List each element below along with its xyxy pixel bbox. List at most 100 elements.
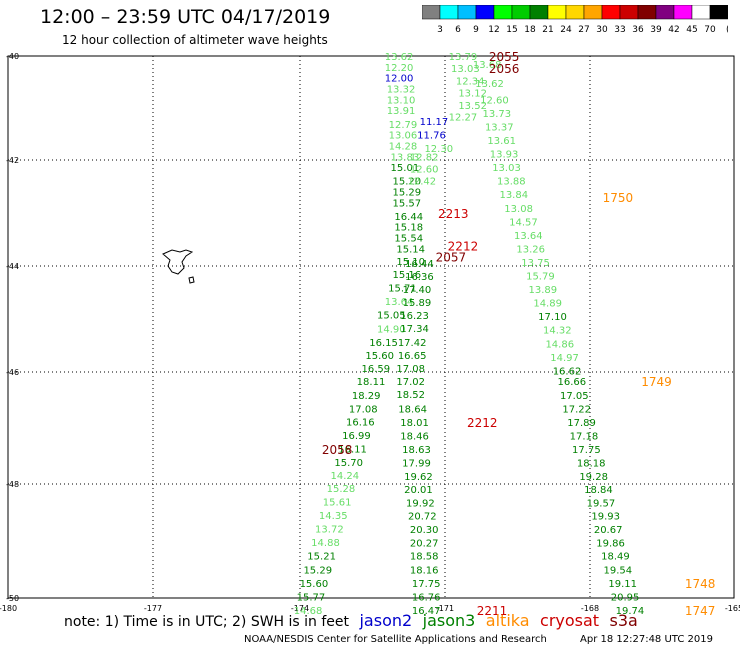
wave-height-value: 13.06 bbox=[389, 131, 418, 142]
wave-height-value: 12.79 bbox=[389, 120, 418, 131]
wave-height-value: 20.67 bbox=[594, 525, 623, 536]
wave-height-value: 16.99 bbox=[342, 431, 371, 442]
wave-height-value: 15.60 bbox=[300, 579, 329, 590]
wave-height-value: 17.34 bbox=[400, 324, 429, 335]
wave-height-value: 17.05 bbox=[560, 391, 589, 402]
color-scale-tick: 24 bbox=[560, 25, 572, 35]
wave-height-value: 14.86 bbox=[545, 339, 574, 350]
pass-time-label: 1749 bbox=[641, 375, 672, 389]
wave-height-value: 15.29 bbox=[392, 188, 421, 199]
wave-height-value: 20.01 bbox=[404, 485, 433, 496]
x-tick-label: -177 bbox=[144, 604, 162, 613]
wave-height-value: 13.84 bbox=[499, 190, 528, 201]
wave-height-value: 16.44 bbox=[405, 259, 434, 270]
wave-height-value: 16.66 bbox=[558, 377, 587, 388]
wave-height-value: 16.16 bbox=[346, 417, 375, 428]
wave-height-value: 20.95 bbox=[611, 592, 640, 603]
legend-altika: altika bbox=[485, 611, 530, 630]
wave-height-value: 13.26 bbox=[516, 244, 545, 255]
wave-height-value: 13.68 bbox=[473, 60, 502, 71]
pass-time-label: 2057 bbox=[436, 251, 467, 265]
wave-height-value: 19.86 bbox=[596, 539, 625, 550]
wave-height-value: 14.35 bbox=[319, 511, 348, 522]
wave-height-value: 16.11 bbox=[338, 444, 367, 455]
wave-height-value: 12.60 bbox=[480, 95, 509, 106]
wave-height-value: 18.16 bbox=[410, 565, 439, 576]
wave-height-value: 15.89 bbox=[403, 298, 432, 309]
wave-height-value: 16.76 bbox=[412, 592, 441, 603]
y-tick-label: -46 bbox=[6, 368, 19, 377]
units-note: note: 1) Time is in UTC; 2) SWH is in fe… bbox=[64, 614, 350, 630]
wave-height-value: 16.47 bbox=[412, 606, 441, 617]
wave-height-value: 13.03 bbox=[451, 64, 480, 75]
island-outline bbox=[188, 276, 195, 284]
x-tick-label: -171 bbox=[436, 604, 454, 613]
x-tick-label: -165 bbox=[725, 604, 740, 613]
wave-height-value: 18.52 bbox=[396, 390, 425, 401]
wave-height-value: 15.61 bbox=[323, 498, 352, 509]
wave-height-value: 12.20 bbox=[385, 63, 414, 74]
wave-height-value: 14.28 bbox=[389, 141, 418, 152]
wave-height-value: 20.30 bbox=[410, 525, 439, 536]
wave-height-value: 15.77 bbox=[297, 592, 326, 603]
wave-height-value: 13.61 bbox=[487, 136, 516, 147]
wave-height-value: 20.27 bbox=[410, 539, 439, 550]
wave-height-value: 13.64 bbox=[385, 297, 414, 308]
wave-height-value: 14.68 bbox=[294, 606, 323, 617]
wave-height-value: 19.62 bbox=[404, 472, 433, 483]
wave-height-value: 12.34 bbox=[456, 76, 485, 87]
pass-time-label: 2058 bbox=[322, 443, 353, 457]
wave-height-value: 15.20 bbox=[392, 177, 421, 188]
wave-height-value: 13.89 bbox=[528, 285, 557, 296]
y-tick-label: -50 bbox=[6, 594, 19, 603]
wave-height-value: 14.32 bbox=[543, 326, 572, 337]
wave-height-value: 17.08 bbox=[349, 404, 378, 415]
wave-height-value: 12.30 bbox=[424, 144, 453, 155]
credit-line: NOAA/NESDIS Center for Satellite Applica… bbox=[244, 634, 547, 645]
y-tick-label: -40 bbox=[6, 52, 19, 61]
wave-height-value: 13.62 bbox=[475, 79, 504, 90]
wave-height-value: 17.42 bbox=[398, 338, 427, 349]
color-scale-tick: 70 bbox=[704, 25, 716, 35]
color-scale-tick: 33 bbox=[614, 25, 625, 35]
wave-height-value: 19.54 bbox=[604, 565, 633, 576]
wave-height-value: 12.60 bbox=[410, 165, 439, 176]
x-tick-label: -180 bbox=[0, 604, 17, 613]
generated-timestamp: Apr 18 12:27:48 UTC 2019 bbox=[580, 634, 713, 645]
wave-height-value: 15.79 bbox=[526, 272, 555, 283]
wave-height-value: 15.54 bbox=[394, 234, 423, 245]
legend-jason2: jason2 bbox=[359, 611, 413, 630]
wave-height-value: 13.91 bbox=[387, 106, 416, 117]
color-scale-tick: 39 bbox=[650, 25, 662, 35]
pass-time-label: 1748 bbox=[685, 577, 716, 591]
wave-height-value: 18.49 bbox=[601, 552, 630, 563]
wave-height-value: 12.27 bbox=[449, 113, 478, 124]
wave-height-value: 16.65 bbox=[398, 351, 427, 362]
chart-title: 12:00 – 23:59 UTC 04/17/2019 bbox=[40, 6, 331, 28]
pass-time-label: 2211 bbox=[477, 604, 508, 618]
wave-height-value: 11.76 bbox=[417, 131, 446, 142]
footer-note-line: note: 1) Time is in UTC; 2) SWH is in fe… bbox=[64, 611, 644, 630]
color-scale-tick: 3 bbox=[437, 25, 443, 35]
wave-height-value: 13.64 bbox=[514, 231, 543, 242]
color-swatch bbox=[709, 5, 728, 20]
wave-height-value: 17.08 bbox=[396, 364, 425, 375]
color-scale-tick: 36 bbox=[632, 25, 644, 35]
wave-height-value: 15.14 bbox=[396, 244, 425, 255]
wave-height-value: 13.52 bbox=[458, 101, 487, 112]
color-scale-tick: 12 bbox=[488, 25, 499, 35]
wave-height-value: 15.21 bbox=[307, 552, 336, 563]
wave-height-value: 19.93 bbox=[591, 512, 620, 523]
wave-height-value: 15.05 bbox=[377, 311, 406, 322]
wave-height-value: 16.44 bbox=[394, 212, 423, 223]
color-scale-tick: 42 bbox=[668, 25, 679, 35]
wave-height-value: 18.58 bbox=[410, 552, 439, 563]
pass-time-label: 2212 bbox=[448, 240, 479, 254]
wave-height-value: 15.28 bbox=[327, 484, 356, 495]
wave-height-value: 20.72 bbox=[408, 512, 437, 523]
wave-height-value: 16.59 bbox=[362, 364, 391, 375]
wave-height-value: 13.12 bbox=[458, 88, 487, 99]
wave-height-value: 17.02 bbox=[396, 377, 425, 388]
